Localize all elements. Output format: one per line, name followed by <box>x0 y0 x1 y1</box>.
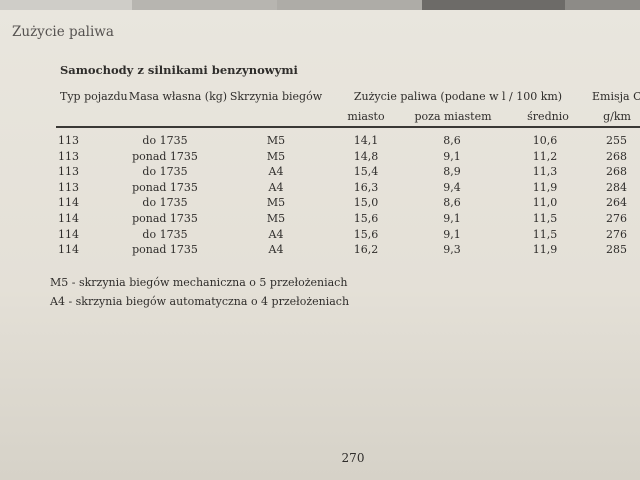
cell-outside: 9,4 <box>443 180 461 194</box>
cell-emission: 276 <box>606 212 627 225</box>
cell-average: 10,6 <box>532 134 558 147</box>
cell-gearbox: A4 <box>268 180 284 194</box>
cell-emission: 285 <box>606 243 627 257</box>
cell-mass: ponad 1735 <box>132 149 198 163</box>
cell-city: 15,0 <box>353 196 379 210</box>
header-city: miasto <box>347 110 385 123</box>
cell-city: 15,4 <box>353 165 379 179</box>
cell-emission: 264 <box>606 196 627 210</box>
cell-average: 11,0 <box>532 196 558 210</box>
cell-emission: 284 <box>606 180 627 194</box>
footnote-m5: M5 - skrzynia biegów mechaniczna o 5 prz… <box>50 276 348 289</box>
cell-average: 11,9 <box>532 243 558 257</box>
header-tab-4 <box>422 0 565 10</box>
cell-average: 11,3 <box>532 165 558 179</box>
cell-outside: 8,6 <box>443 134 461 147</box>
cell-outside: 9,1 <box>443 149 461 163</box>
header-consumption: Zużycie paliwa (podane w l / 100 km) <box>353 90 563 103</box>
cell-average: 11,9 <box>532 180 558 194</box>
table-title: Samochody z silnikami benzynowymi <box>60 63 298 77</box>
header-outside: poza miastem <box>414 110 492 123</box>
cell-average: 11,5 <box>532 212 558 225</box>
cell-city: 14,1 <box>353 134 379 147</box>
cell-emission: 255 <box>606 134 627 147</box>
header-tab-3 <box>277 0 422 10</box>
cell-emission: 268 <box>606 165 627 179</box>
cell-gearbox: M5 <box>266 196 286 210</box>
header-mass: Masa własna (kg) <box>128 90 228 103</box>
cell-average: 11,5 <box>532 227 558 241</box>
cell-outside: 9,3 <box>443 243 461 257</box>
cell-gearbox: M5 <box>266 134 286 147</box>
section-title: Zużycie paliwa <box>12 24 114 40</box>
cell-city: 16,2 <box>353 243 379 257</box>
cell-type: 113 <box>58 134 79 147</box>
cell-type: 113 <box>58 149 79 163</box>
footnote-a4: A4 - skrzynia biegów automatyczna o 4 pr… <box>50 295 350 308</box>
cell-mass: ponad 1735 <box>132 243 198 257</box>
cell-city: 14,8 <box>353 149 379 163</box>
header-average: średnio <box>527 110 569 123</box>
cell-type: 114 <box>58 227 79 241</box>
cell-mass: ponad 1735 <box>132 212 198 225</box>
cell-type: 114 <box>58 243 79 257</box>
cell-gearbox: M5 <box>266 212 286 225</box>
cell-city: 15,6 <box>353 212 379 225</box>
cell-mass: do 1735 <box>142 196 188 210</box>
cell-average: 11,2 <box>532 149 558 163</box>
header-emission: Emisja CO <box>592 90 640 103</box>
header-tab-5 <box>565 0 640 10</box>
cell-mass: do 1735 <box>142 134 188 147</box>
cell-city: 16,3 <box>353 180 379 194</box>
cell-emission: 268 <box>606 149 627 163</box>
header-gearbox: Skrzynia biegów <box>229 90 323 103</box>
header-emission-unit: g/km <box>603 110 631 123</box>
cell-city: 15,6 <box>353 227 379 241</box>
cell-gearbox: A4 <box>268 243 284 257</box>
cell-type: 113 <box>58 180 79 194</box>
cell-mass: ponad 1735 <box>132 180 198 194</box>
cell-gearbox: A4 <box>268 227 284 241</box>
cell-outside: 9,1 <box>443 212 461 225</box>
cell-gearbox: M5 <box>266 149 286 163</box>
cell-type: 113 <box>58 165 79 179</box>
header-tab-1 <box>0 0 132 10</box>
cell-outside: 8,9 <box>443 165 461 179</box>
header-type: Typ pojazdu <box>60 90 128 103</box>
cell-mass: do 1735 <box>142 165 188 179</box>
table-header-divider <box>56 126 640 128</box>
cell-type: 114 <box>58 196 79 210</box>
page-number: 270 <box>341 451 365 465</box>
cell-emission: 276 <box>606 227 627 241</box>
cell-outside: 8,6 <box>443 196 461 210</box>
cell-mass: do 1735 <box>142 227 188 241</box>
cell-outside: 9,1 <box>443 227 461 241</box>
cell-gearbox: A4 <box>268 165 284 179</box>
cell-type: 114 <box>58 212 79 225</box>
header-tab-2 <box>132 0 277 10</box>
